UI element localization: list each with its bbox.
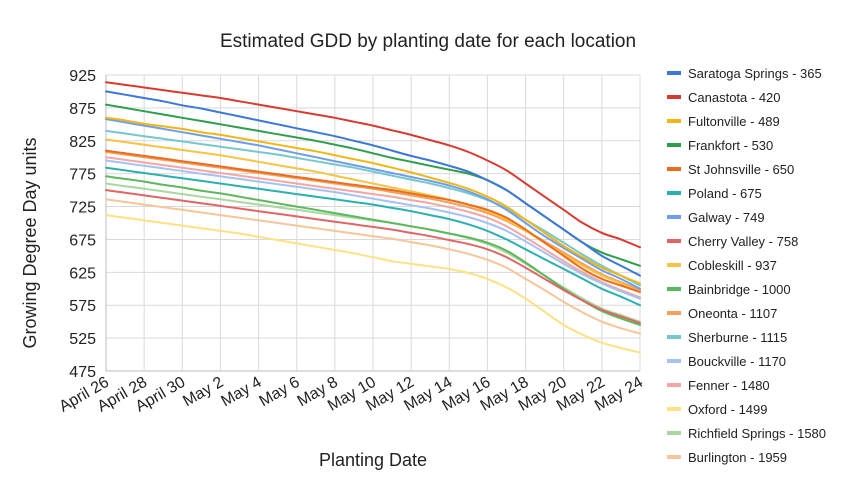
legend-swatch	[667, 311, 681, 315]
legend-swatch	[667, 143, 681, 147]
legend-item: St Johnsville - 650	[667, 162, 794, 177]
y-tick-label: 625	[69, 265, 96, 282]
legend-swatch	[667, 215, 681, 219]
legend-label: Richfield Springs - 1580	[688, 426, 826, 441]
legend-label: Canastota - 420	[688, 90, 781, 105]
series-line	[105, 129, 641, 287]
legend-item: Cherry Valley - 758	[667, 234, 798, 249]
x-tick-label: May 4	[218, 374, 264, 411]
legend-label: Bainbridge - 1000	[688, 282, 791, 297]
y-tick-label: 475	[69, 364, 96, 381]
legend-label: Oneonta - 1107	[688, 306, 777, 321]
legend-label: Fenner - 1480	[688, 378, 770, 393]
series-line	[105, 214, 641, 354]
legend-item: Oneonta - 1107	[667, 306, 777, 321]
legend-swatch	[667, 167, 681, 171]
series-line	[105, 175, 641, 326]
legend-swatch	[667, 455, 681, 459]
x-tick-label: May 6	[256, 374, 302, 411]
series-line	[105, 159, 641, 300]
series-line	[105, 118, 641, 290]
y-tick-label: 775	[69, 167, 96, 184]
legend-item: Oxford - 1499	[667, 402, 768, 417]
legend-swatch	[667, 119, 681, 123]
y-axis-title: Growing Degree Day units	[20, 137, 40, 348]
legend-swatch	[667, 239, 681, 243]
legend-swatch	[667, 191, 681, 195]
legend-item: Poland - 675	[667, 186, 762, 201]
legend-label: Burlington - 1959	[688, 450, 787, 465]
legend-label: St Johnsville - 650	[688, 162, 794, 177]
legend-item: Richfield Springs - 1580	[667, 426, 826, 441]
legend-swatch	[667, 383, 681, 387]
legend-label: Bouckville - 1170	[688, 354, 786, 369]
y-tick-label: 725	[69, 200, 96, 217]
series-line	[105, 116, 641, 285]
legend-item: Fenner - 1480	[667, 378, 770, 393]
legend-label: Cherry Valley - 758	[688, 234, 798, 249]
legend-label: Oxford - 1499	[688, 402, 768, 417]
y-tick-label: 525	[69, 331, 96, 348]
y-axis-ticks: 475 525 575 625 675 725 775 825 875 925	[69, 68, 96, 381]
legend-item: Burlington - 1959	[667, 450, 787, 465]
series-line	[105, 198, 641, 335]
series-line	[105, 151, 641, 292]
legend-item: Frankfort - 530	[667, 138, 773, 153]
legend-swatch	[667, 407, 681, 411]
legend-label: Galway - 749	[688, 210, 765, 225]
legend-item: Bouckville - 1170	[667, 354, 786, 369]
legend-swatch	[667, 359, 681, 363]
series-line	[105, 156, 641, 299]
series-line	[105, 90, 641, 277]
legend-swatch	[667, 263, 681, 267]
x-tick-label: May 2	[180, 374, 226, 411]
legend-item: Saratoga Springs - 365	[667, 66, 822, 81]
series-line	[105, 189, 641, 324]
legend-label: Cobleskill - 937	[688, 258, 777, 273]
legend-label: Frankfort - 530	[688, 138, 773, 153]
series-line	[105, 166, 641, 307]
y-tick-label: 575	[69, 298, 96, 315]
chart-title: Estimated GDD by planting date for each …	[220, 31, 636, 52]
legend-item: Sherburne - 1115	[667, 330, 787, 345]
legend-item: Bainbridge - 1000	[667, 282, 791, 297]
legend-item: Cobleskill - 937	[667, 258, 777, 273]
legend-label: Sherburne - 1115	[688, 330, 787, 345]
legend-item: Galway - 749	[667, 210, 765, 225]
legend-swatch	[667, 95, 681, 99]
legend-swatch	[667, 335, 681, 339]
series-line	[105, 149, 641, 294]
legend-item: Fultonville - 489	[667, 114, 780, 129]
y-tick-label: 925	[69, 68, 96, 85]
legend-label: Poland - 675	[688, 186, 762, 201]
legend-swatch	[667, 71, 681, 75]
y-tick-label: 825	[69, 134, 96, 151]
legend-swatch	[667, 431, 681, 435]
y-tick-label: 675	[69, 232, 96, 249]
legend-item: Canastota - 420	[667, 90, 781, 105]
x-axis-title: Planting Date	[319, 450, 427, 470]
legend-label: Fultonville - 489	[688, 114, 780, 129]
legend: Saratoga Springs - 365 Canastota - 420 Ful…	[667, 66, 826, 465]
y-tick-label: 875	[69, 101, 96, 118]
legend-label: Saratoga Springs - 365	[688, 66, 822, 81]
series-line	[105, 81, 641, 249]
series-lines	[105, 81, 641, 354]
legend-swatch	[667, 287, 681, 291]
